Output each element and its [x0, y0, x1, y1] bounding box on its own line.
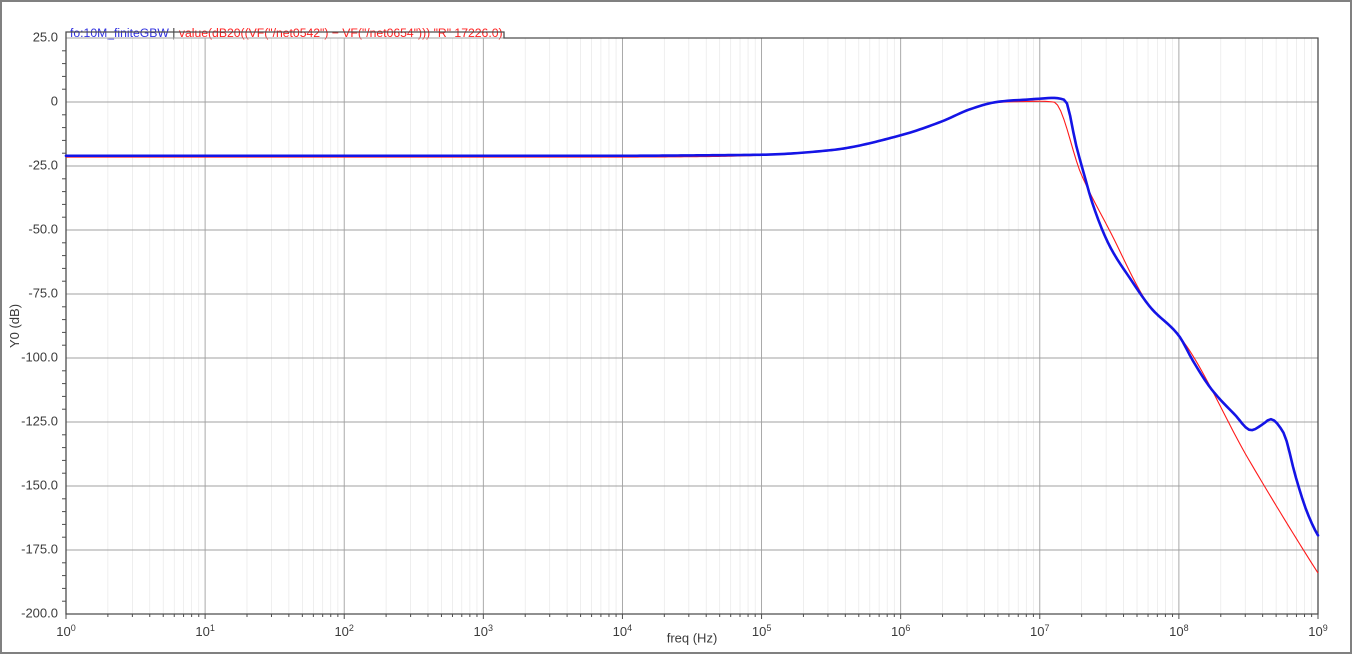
svg-text:-75.0: -75.0 — [28, 285, 58, 300]
svg-text:-125.0: -125.0 — [21, 413, 58, 428]
svg-text:107: 107 — [1030, 623, 1049, 639]
svg-text:109: 109 — [1308, 623, 1327, 639]
svg-text:0: 0 — [51, 93, 58, 108]
svg-text:-175.0: -175.0 — [21, 541, 58, 556]
svg-text:108: 108 — [1169, 623, 1188, 639]
svg-text:105: 105 — [752, 623, 771, 639]
svg-text:100: 100 — [56, 623, 75, 639]
svg-text:-150.0: -150.0 — [21, 477, 58, 492]
svg-text:freq (Hz): freq (Hz) — [667, 631, 718, 646]
svg-text:-50.0: -50.0 — [28, 221, 58, 236]
svg-text:106: 106 — [891, 623, 910, 639]
svg-text:102: 102 — [334, 623, 353, 639]
svg-text:103: 103 — [474, 623, 493, 639]
svg-text:104: 104 — [613, 623, 632, 639]
svg-text:25.0: 25.0 — [33, 29, 58, 44]
svg-text:-25.0: -25.0 — [28, 157, 58, 172]
svg-text:-200.0: -200.0 — [21, 605, 58, 620]
svg-text:Y0 (dB): Y0 (dB) — [7, 304, 22, 348]
svg-text:101: 101 — [195, 623, 214, 639]
svg-text:-100.0: -100.0 — [21, 349, 58, 364]
